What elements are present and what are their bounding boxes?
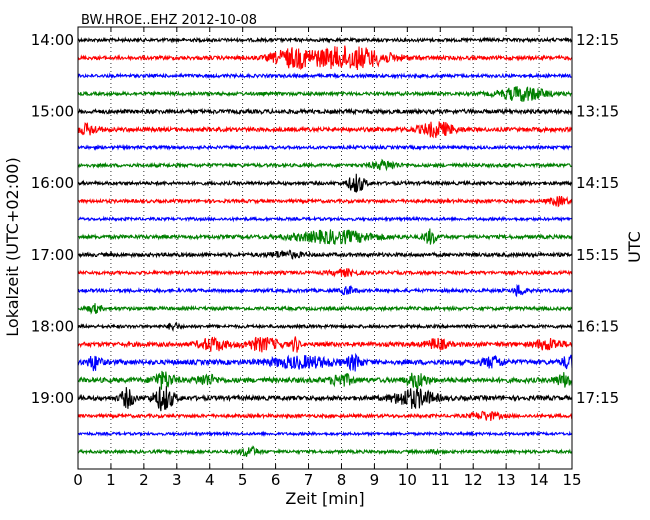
y-right-tick-label: 17:15 <box>576 389 619 407</box>
y-right-tick-label: 16:15 <box>576 317 619 335</box>
y-left-tick-label: 16:00 <box>31 174 74 192</box>
trace-row <box>77 336 573 353</box>
trace-row <box>77 352 573 372</box>
trace-row <box>77 143 573 151</box>
x-tick-label: 0 <box>73 471 83 489</box>
trace-row <box>77 249 573 260</box>
y-right-tick-label: 14:15 <box>576 174 619 192</box>
x-tick-label: 1 <box>106 471 116 489</box>
y-axis-left-ticks: 14:00 15:00 16:00 17:00 18:00 19:00 <box>31 31 83 407</box>
y-right-tick-label: 13:15 <box>576 103 619 121</box>
x-tick-label: 8 <box>337 471 347 489</box>
x-axis-label: Zeit [min] <box>285 489 364 508</box>
trace-row <box>77 107 573 116</box>
x-tick-label: 11 <box>431 471 450 489</box>
trace-row <box>77 121 573 139</box>
trace-row <box>77 228 573 245</box>
plot-frame <box>77 26 573 470</box>
y-right-tick-label: 15:15 <box>576 246 619 264</box>
trace-row <box>77 195 573 208</box>
x-tick-label: 13 <box>497 471 516 489</box>
x-tick-label: 7 <box>304 471 314 489</box>
x-tick-label: 3 <box>172 471 182 489</box>
x-tick-label: 10 <box>398 471 417 489</box>
trace-row <box>77 410 573 421</box>
y-axis-left-label: Lokalzeit (UTC+02:00) <box>3 157 22 336</box>
trace-row <box>77 86 573 102</box>
y-left-tick-label: 18:00 <box>31 317 74 335</box>
trace-row <box>77 72 573 80</box>
x-tick-label: 12 <box>464 471 483 489</box>
y-right-tick-label: 12:15 <box>576 31 619 49</box>
y-axis-right-label: UTC <box>625 231 644 263</box>
x-tick-label: 9 <box>370 471 380 489</box>
trace-row <box>77 45 573 71</box>
trace-row <box>77 215 573 223</box>
trace-row <box>77 370 573 390</box>
x-tick-label: 5 <box>238 471 248 489</box>
y-left-tick-label: 19:00 <box>31 389 74 407</box>
x-tick-label: 15 <box>562 471 581 489</box>
trace-row <box>77 283 573 298</box>
x-tick-label: 14 <box>530 471 549 489</box>
y-left-tick-label: 17:00 <box>31 246 74 264</box>
chart-title: BW.HROE..EHZ 2012-10-08 <box>81 13 257 28</box>
x-axis-ticks: 0 1 2 3 4 5 6 7 8 9 10 11 12 13 14 15 <box>73 27 582 489</box>
y-left-tick-label: 15:00 <box>31 103 74 121</box>
trace-row <box>77 321 573 332</box>
x-tick-label: 4 <box>205 471 215 489</box>
trace-row <box>77 268 573 278</box>
vertical-gridlines <box>110 27 540 469</box>
trace-row <box>77 173 573 194</box>
seismic-traces <box>77 36 573 457</box>
y-axis-right-ticks: 12:15 13:15 14:15 15:15 16:15 17:15 <box>567 31 619 407</box>
trace-row <box>77 158 573 172</box>
x-tick-label: 2 <box>139 471 149 489</box>
trace-row <box>77 430 573 438</box>
y-left-tick-label: 14:00 <box>31 31 74 49</box>
trace-row <box>77 386 573 412</box>
trace-row <box>77 36 573 44</box>
trace-row <box>77 303 573 315</box>
x-tick-label: 6 <box>271 471 281 489</box>
trace-row <box>77 445 573 457</box>
